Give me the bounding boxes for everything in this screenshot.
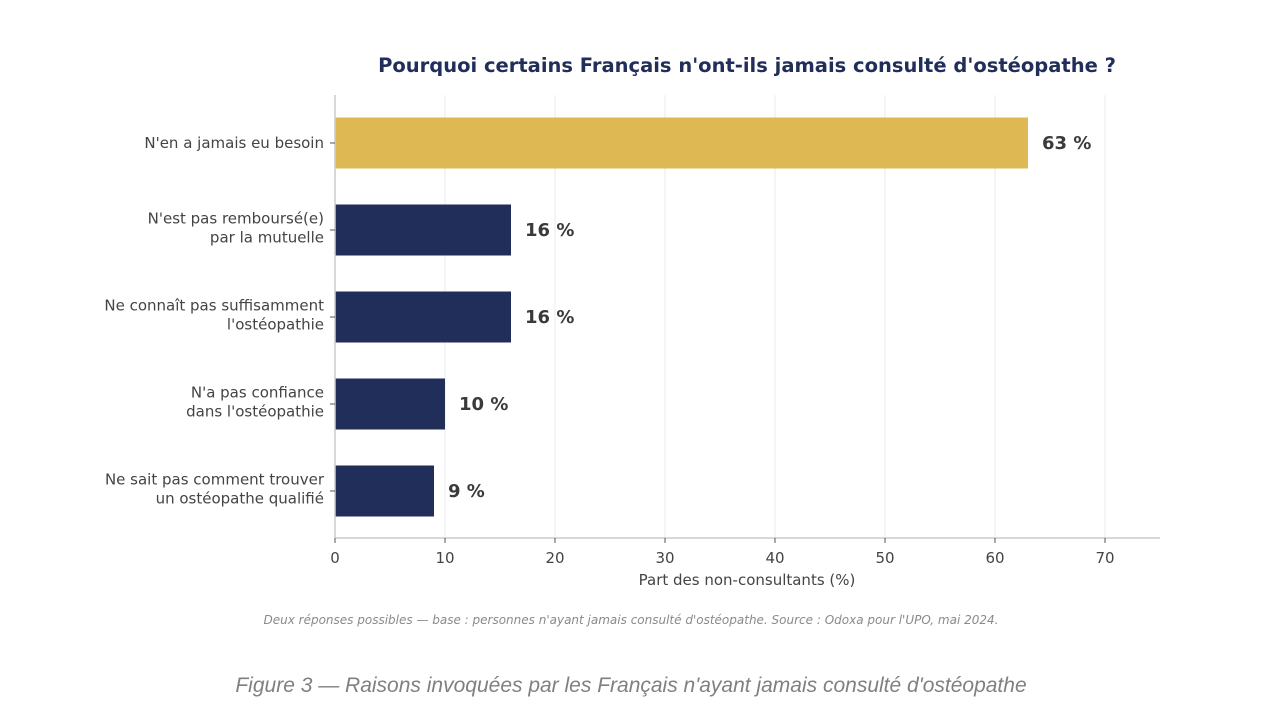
x-tick-label: 50 (875, 549, 894, 567)
figure-caption: Figure 3 — Raisons invoquées par les Fra… (235, 674, 1026, 697)
x-tick-label: 60 (985, 549, 1004, 567)
x-tick-label: 20 (545, 549, 564, 567)
bars (335, 117, 1028, 517)
value-label: 9 % (448, 481, 485, 502)
x-tick-label: 30 (655, 549, 674, 567)
gridlines (444, 95, 1106, 538)
y-tick-label: Ne connaît pas suffisamment l'ostéopathie (104, 297, 324, 334)
value-labels: 63 % 16 % 16 % 10 % 9 % (448, 133, 1091, 502)
bar (335, 291, 511, 343)
y-axis-labels: N'en a jamais eu besoin N'est pas rembour… (104, 134, 324, 508)
bar (335, 204, 511, 256)
x-tick-label: 0 (330, 549, 340, 567)
bar (335, 465, 434, 517)
source-note: Deux réponses possibles — base : personn… (264, 613, 999, 627)
y-tick-label: N'est pas remboursé(e) par la mutuelle (148, 210, 324, 247)
x-tick-label: 10 (435, 549, 454, 567)
value-label: 63 % (1042, 133, 1091, 154)
bar (335, 117, 1028, 169)
x-axis-ticks: 0 10 20 30 40 50 60 70 (330, 538, 1115, 567)
x-tick-label: 70 (1095, 549, 1114, 567)
axes (330, 95, 1160, 539)
y-tick-label: N'en a jamais eu besoin (144, 134, 324, 152)
value-label: 10 % (459, 394, 508, 415)
value-label: 16 % (525, 307, 574, 328)
y-tick-label: N'a pas confiance dans l'ostéopathie (186, 384, 324, 421)
bar (335, 378, 445, 430)
value-label: 16 % (525, 220, 574, 241)
chart-title: Pourquoi certains Français n'ont-ils jam… (378, 54, 1116, 77)
y-tick-label: Ne sait pas comment trouver un ostéopathe… (105, 471, 325, 508)
x-tick-label: 40 (765, 549, 784, 567)
x-axis-label: Part des non-consultants (%) (639, 571, 856, 589)
